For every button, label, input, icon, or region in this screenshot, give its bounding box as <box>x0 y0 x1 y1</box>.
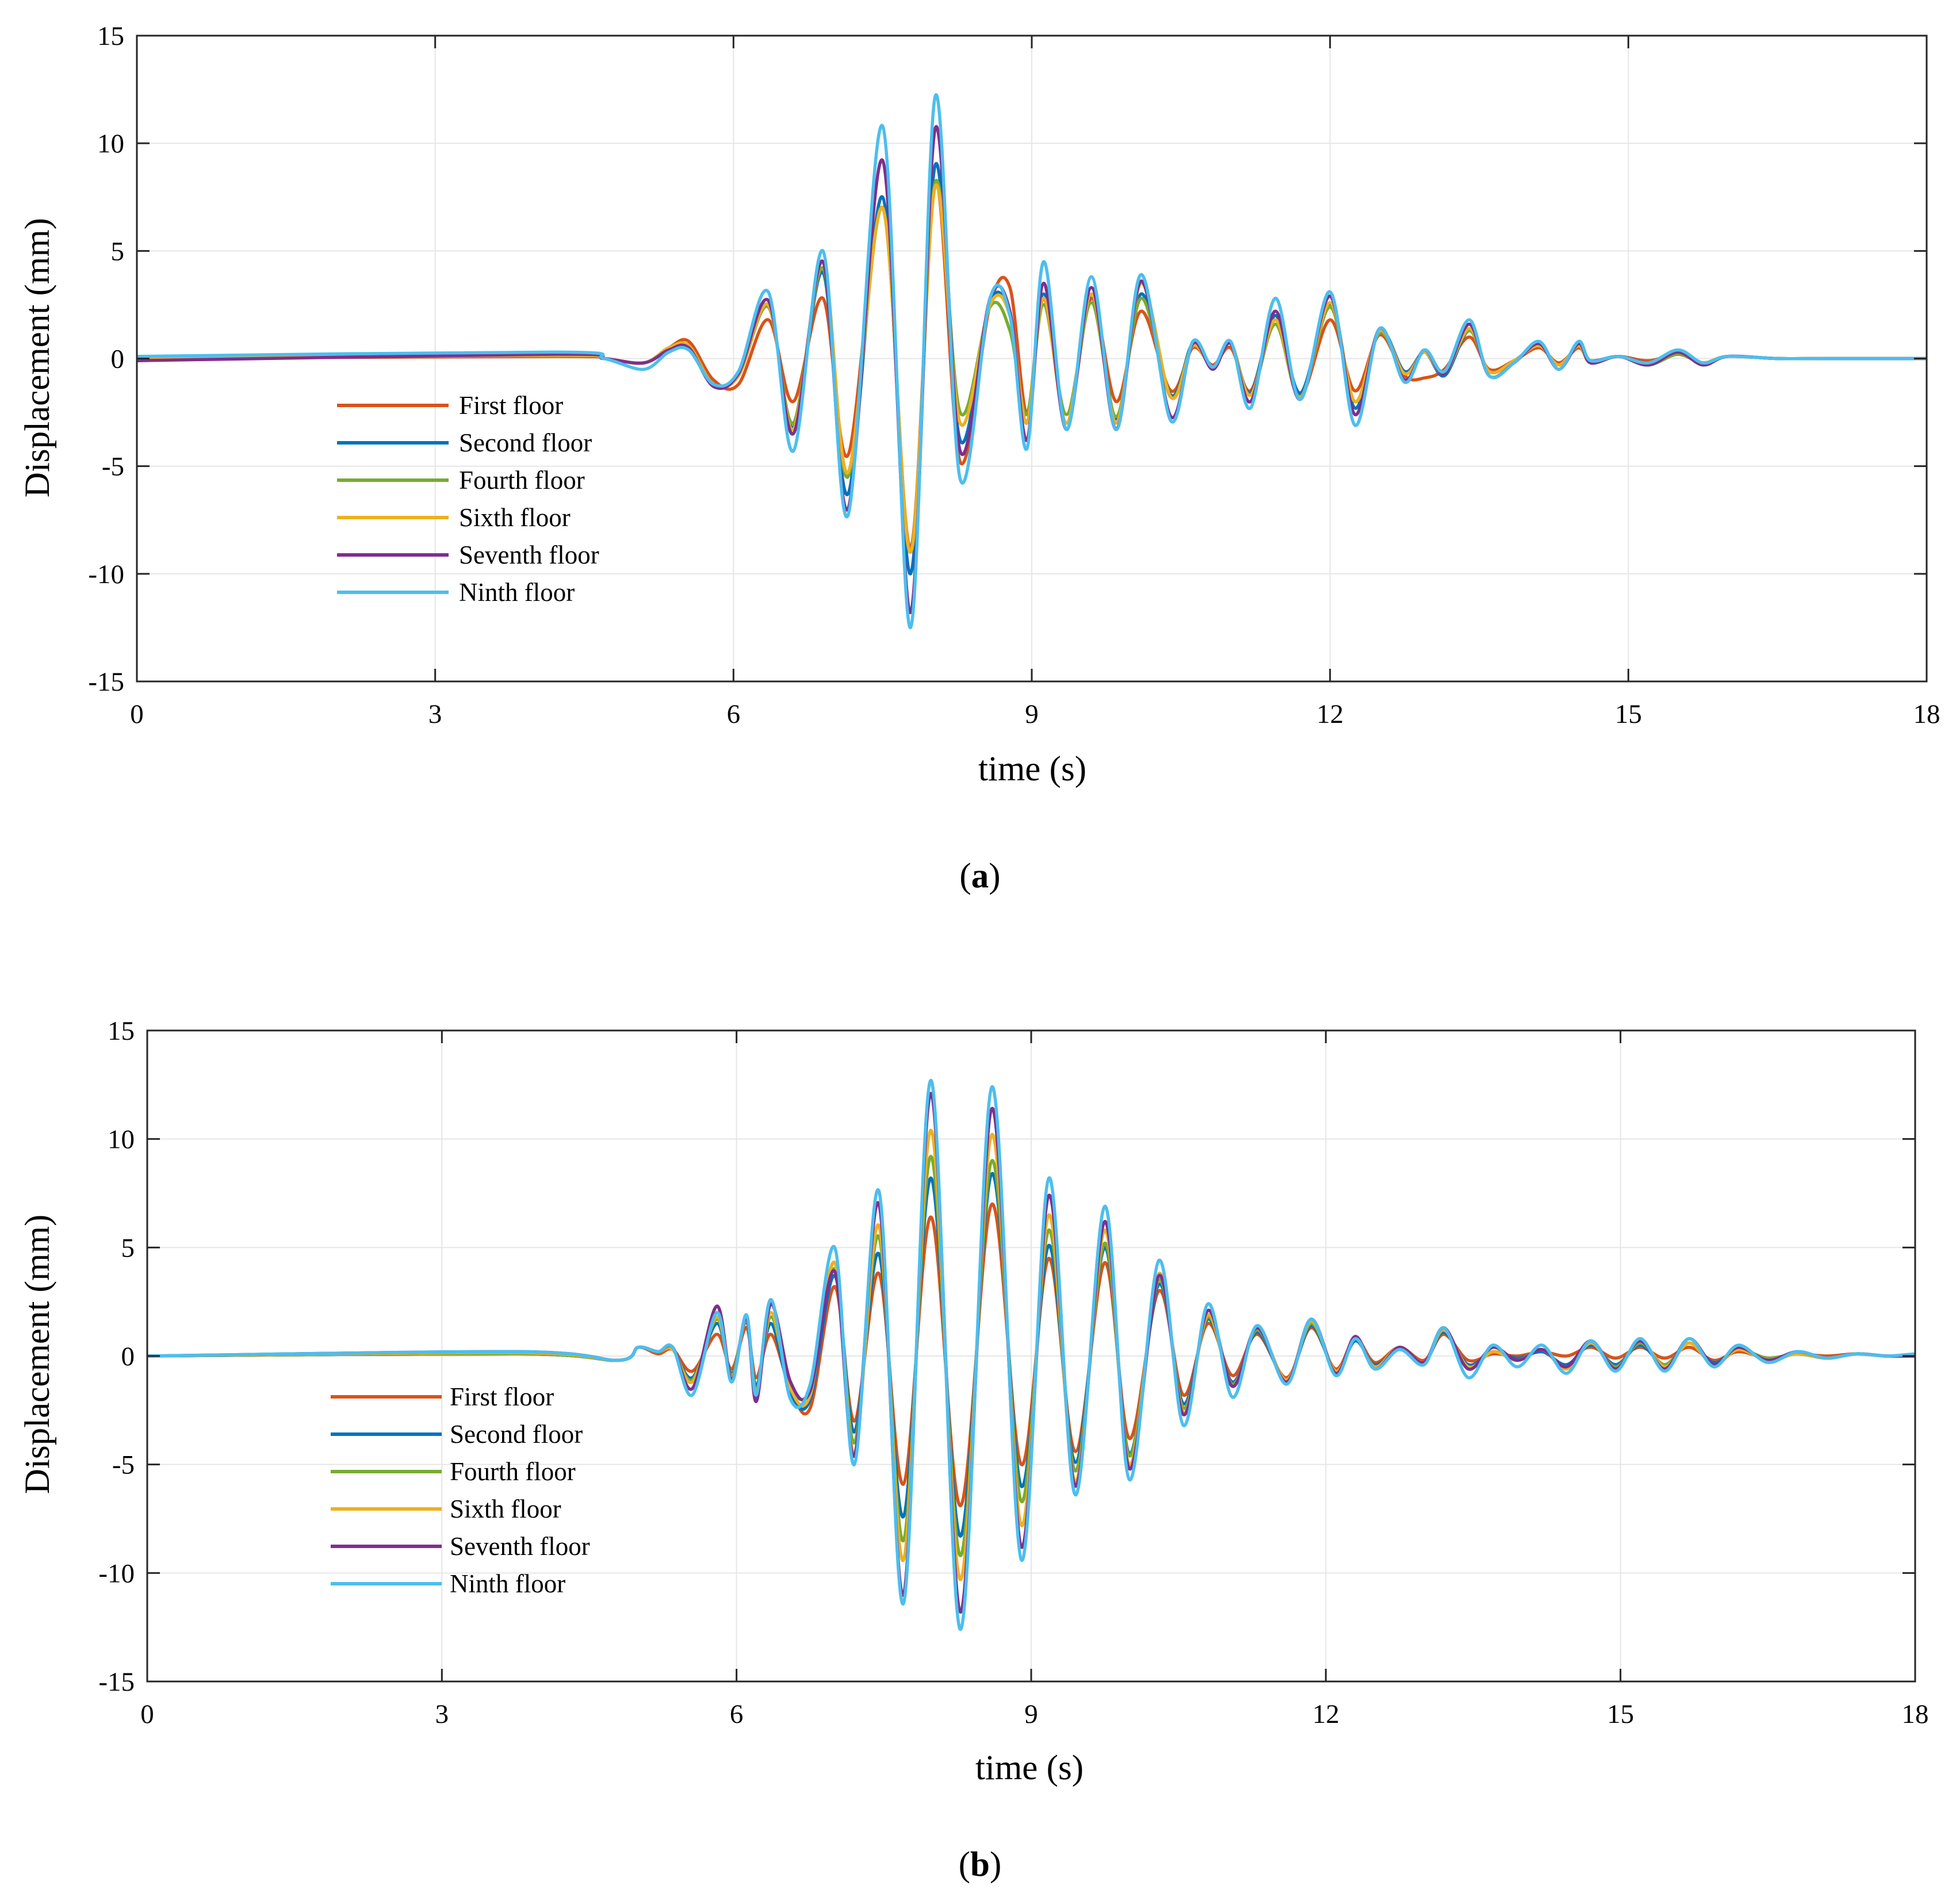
x-tick-label-b: 0 <box>140 1699 154 1729</box>
caption-a-letter: a <box>971 857 989 895</box>
caption-a-open: ( <box>959 857 971 895</box>
legend-label-a: Ninth floor <box>459 578 575 607</box>
caption-a-close: ) <box>989 857 1000 895</box>
caption-b-letter: b <box>970 1845 990 1884</box>
y-tick-label-a: -10 <box>88 560 124 589</box>
x-tick-label-b: 12 <box>1312 1699 1339 1729</box>
legend-label-a: Fourth floor <box>459 466 585 495</box>
caption-b-open: ( <box>959 1845 970 1884</box>
x-tick-label-b: 3 <box>435 1699 449 1729</box>
y-tick-label-b: 0 <box>121 1342 135 1372</box>
y-axis-label-b: Displacement (mm) <box>18 1215 57 1494</box>
caption-b: (b) <box>959 1845 1002 1884</box>
legend-label-a: First floor <box>459 391 563 420</box>
legend-a: First floor Second floor Fourth floor Sixth… <box>337 391 599 607</box>
y-tick-label-a: 10 <box>97 129 124 159</box>
legend-label-b: Seventh floor <box>450 1532 590 1561</box>
y-tick-label-b: -15 <box>98 1667 135 1697</box>
legend-label-b: First floor <box>450 1382 554 1411</box>
x-tick-label-a: 12 <box>1316 699 1343 729</box>
plot-area-a: 0 3 6 9 12 15 18 15 10 5 0 -5 -10 -15 <box>88 21 1940 729</box>
caption-b-close: ) <box>990 1845 1001 1884</box>
series-line-ninth-floor-b <box>147 1079 1915 1631</box>
legend-label-a: Second floor <box>459 428 592 457</box>
series-line-first-floor-b <box>147 1202 1915 1508</box>
series-line-ninth-floor-a <box>137 93 1927 630</box>
x-tick-label-a: 18 <box>1913 699 1940 729</box>
chart-panel-b: 0 3 6 9 12 15 18 15 10 5 0 -5 -10 -15 time (s) Displa… <box>18 1016 1929 1884</box>
x-tick-label-a: 3 <box>428 699 442 729</box>
x-tick-label-a: 9 <box>1025 699 1039 729</box>
legend-label-a: Seventh floor <box>459 541 599 569</box>
x-tick-label-b: 6 <box>730 1699 744 1729</box>
legend-label-b: Ninth floor <box>450 1569 565 1598</box>
legend-label-b: Sixth floor <box>450 1495 561 1523</box>
plot-area-b: 0 3 6 9 12 15 18 15 10 5 0 -5 -10 -15 <box>98 1016 1928 1729</box>
x-axis-label-a: time (s) <box>978 750 1086 788</box>
y-axis-label-a: Displacement (mm) <box>18 218 57 497</box>
y-tick-label-a: -15 <box>88 667 124 697</box>
x-tick-label-a: 15 <box>1615 699 1642 729</box>
y-tick-label-b: 5 <box>121 1233 135 1263</box>
legend-label-a: Sixth floor <box>459 503 571 532</box>
y-tick-label-b: 15 <box>108 1016 135 1046</box>
x-tick-label-b: 15 <box>1607 1699 1634 1729</box>
caption-a: (a) <box>959 857 1000 895</box>
y-tick-label-b: -5 <box>112 1450 135 1480</box>
y-tick-label-a: -5 <box>102 452 124 482</box>
x-tick-label-b: 9 <box>1024 1699 1038 1729</box>
y-tick-label-a: 15 <box>97 21 124 51</box>
legend-label-b: Fourth floor <box>450 1457 576 1486</box>
x-tick-label-b: 18 <box>1902 1699 1929 1729</box>
x-axis-label-b: time (s) <box>975 1749 1084 1787</box>
y-tick-label-b: 10 <box>108 1125 135 1155</box>
y-tick-label-b: -10 <box>98 1558 135 1588</box>
y-tick-label-a: 5 <box>111 236 125 266</box>
legend-label-b: Second floor <box>450 1420 583 1449</box>
legend-b: First floor Second floor Fourth floor Sixth… <box>331 1382 590 1598</box>
y-tick-label-a: 0 <box>111 344 125 374</box>
x-tick-label-a: 0 <box>130 699 144 729</box>
chart-panel-a: 0 3 6 9 12 15 18 15 10 5 0 -5 -10 -15 time (s) Displa… <box>18 21 1940 895</box>
x-tick-label-a: 6 <box>727 699 741 729</box>
